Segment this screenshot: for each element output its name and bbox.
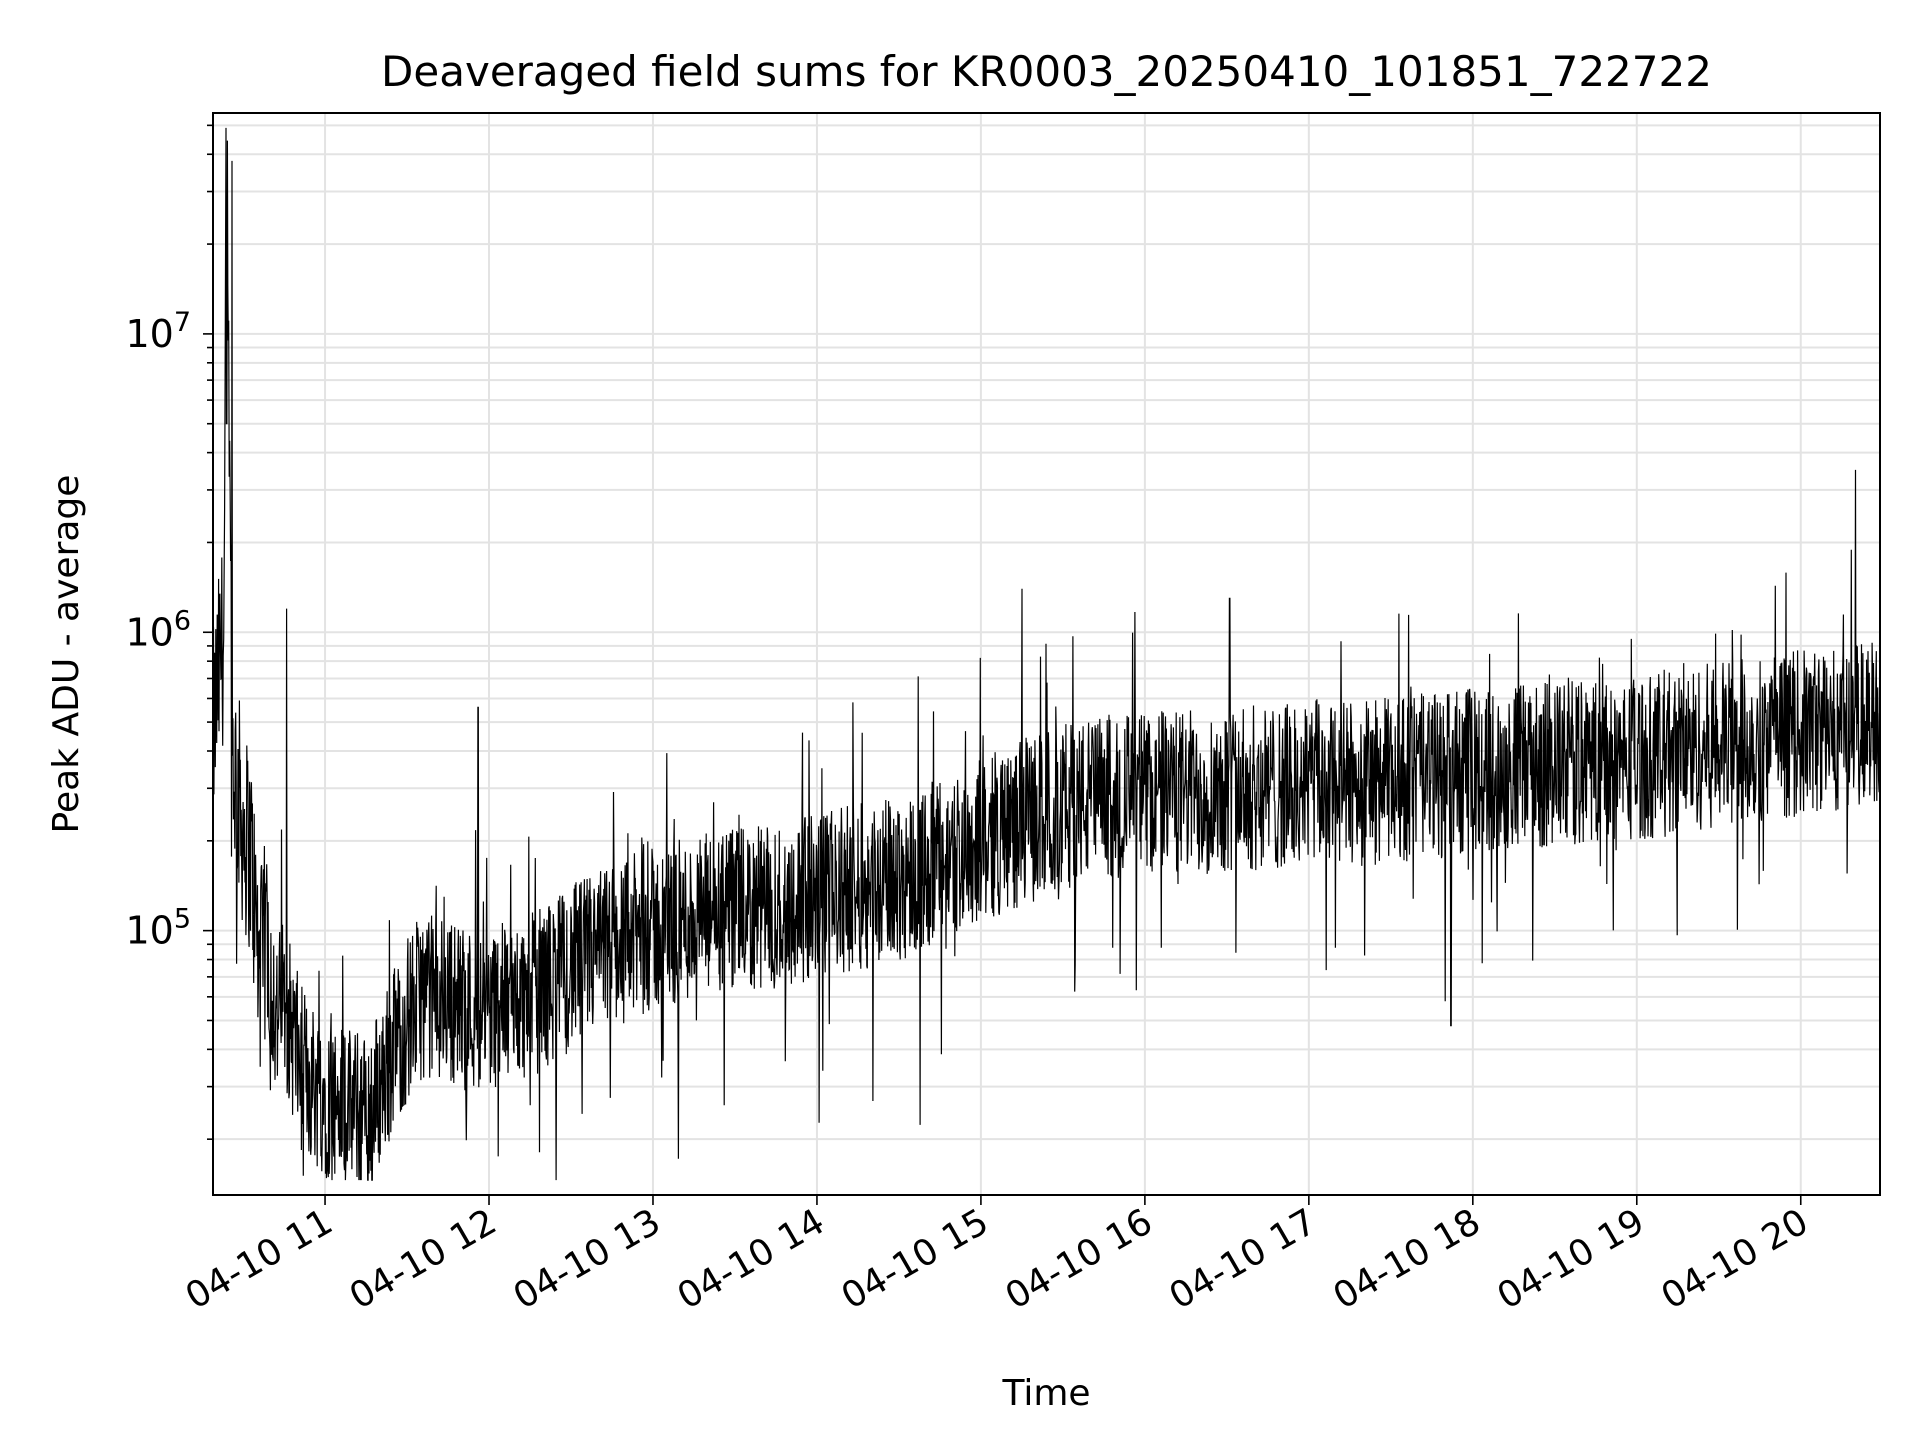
chart-title: Deaveraged field sums for KR0003_2025041… <box>381 47 1712 96</box>
y-tick-label: 107 <box>125 307 191 356</box>
series-line <box>212 127 1881 1181</box>
plot-frame <box>212 112 1881 1196</box>
y-tick-label: 105 <box>125 904 191 953</box>
x-axis-label: Time <box>1001 1373 1090 1414</box>
plot-area <box>212 127 1881 1181</box>
y-axis-label: Peak ADU - average <box>46 475 87 834</box>
y-tick-label: 106 <box>125 605 191 654</box>
